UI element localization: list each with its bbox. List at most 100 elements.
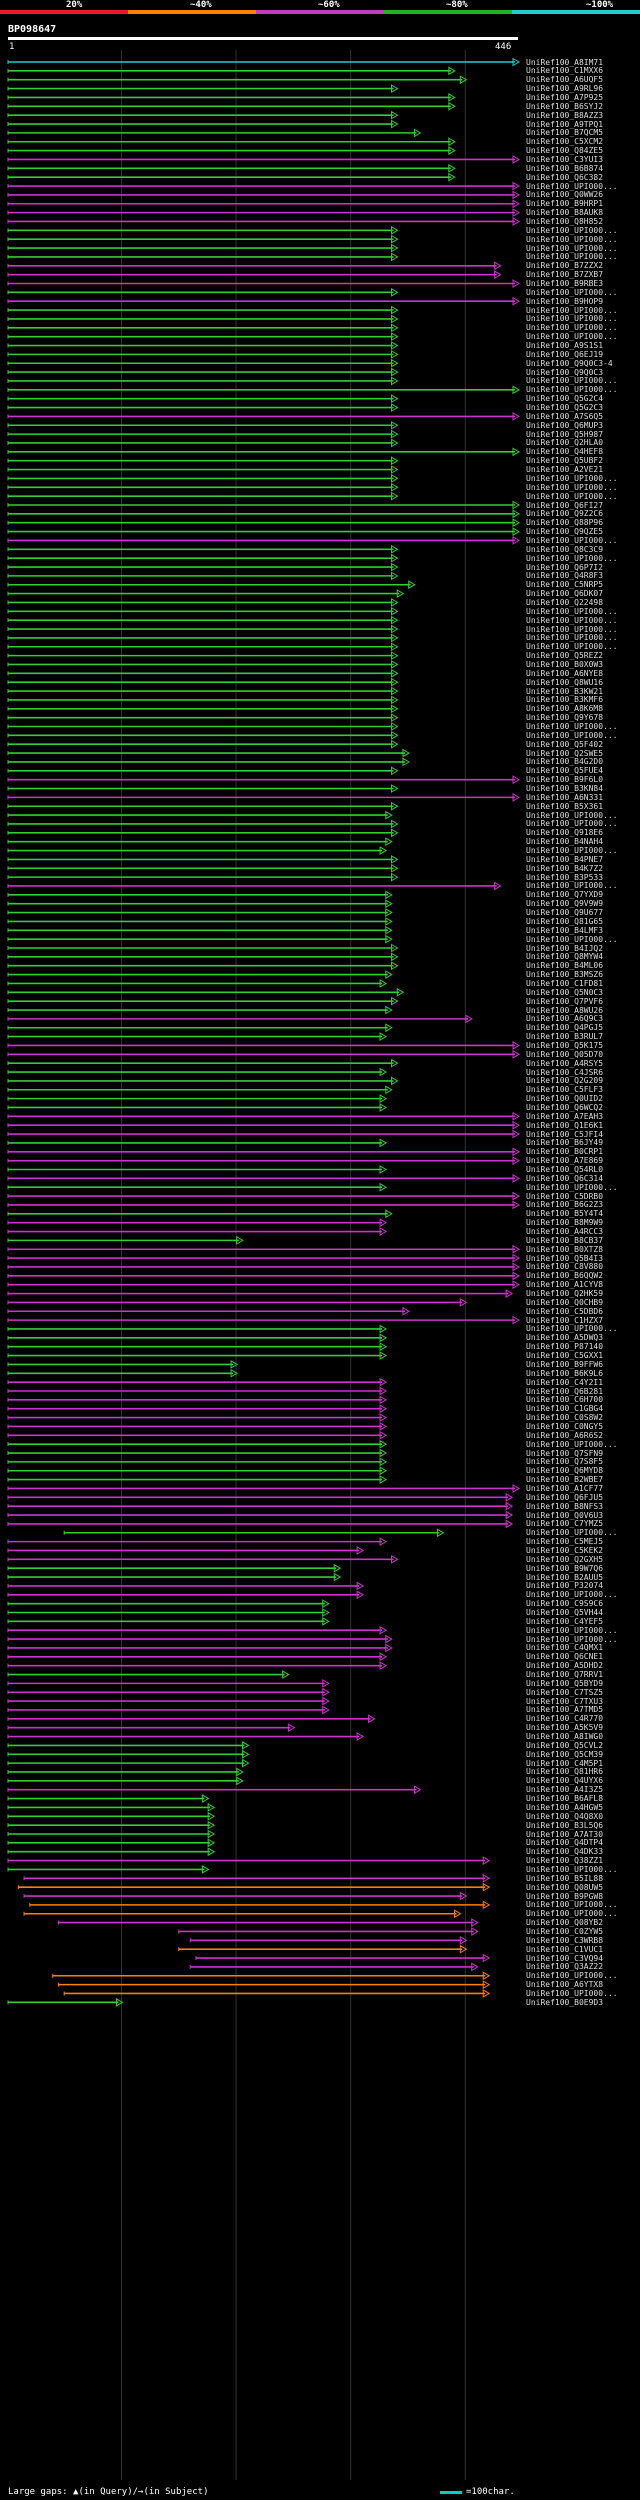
hit-label[interactable]: UniRef100_UPI000... xyxy=(526,1909,618,1919)
hit-label[interactable]: UniRef100_Q7SFN9 xyxy=(526,1448,604,1458)
hit-label[interactable]: UniRef100_A2VE21 xyxy=(526,465,604,475)
hit-label[interactable]: UniRef100_Q5UBF2 xyxy=(526,456,604,466)
hit-label[interactable]: UniRef100_B0X0W3 xyxy=(526,659,604,669)
hit-label[interactable]: UniRef100_Q4PGJ5 xyxy=(526,1023,604,1033)
hit-label[interactable]: UniRef100_Q5FUE4 xyxy=(526,766,604,776)
hit-label[interactable]: UniRef100_B3MSZ6 xyxy=(526,970,604,980)
hit-label[interactable]: UniRef100_B8AZZ3 xyxy=(526,110,604,120)
hit-label[interactable]: UniRef100_UPI000... xyxy=(526,1625,618,1635)
hit-label[interactable]: UniRef100_C5NRP5 xyxy=(526,580,604,590)
hit-label[interactable]: UniRef100_B6G2Z3 xyxy=(526,1200,604,1210)
hit-label[interactable]: UniRef100_UPI000... xyxy=(526,730,618,740)
hit-label[interactable]: UniRef100_A8WU26 xyxy=(526,1005,604,1015)
hit-label[interactable]: UniRef100_UPI000... xyxy=(526,491,618,501)
hit-label[interactable]: UniRef100_Q8MYW4 xyxy=(526,952,604,962)
hit-label[interactable]: UniRef100_Q2SWE5 xyxy=(526,748,604,758)
hit-label[interactable]: UniRef100_C1VUC1 xyxy=(526,1944,604,1954)
hit-label[interactable]: UniRef100_B4IJQ2 xyxy=(526,943,604,953)
hit-label[interactable]: UniRef100_Q5CM39 xyxy=(526,1749,604,1759)
hit-label[interactable]: UniRef100_Q9QZE5 xyxy=(526,527,604,537)
hit-label[interactable]: UniRef100_UPI000... xyxy=(526,1900,618,1910)
hit-label[interactable]: UniRef100_B8AUK8 xyxy=(526,208,604,218)
hit-label[interactable]: UniRef100_Q0V6U3 xyxy=(526,1510,604,1520)
hit-label[interactable]: UniRef100_UPI000... xyxy=(526,615,618,625)
hit-label[interactable]: UniRef100_UPI000... xyxy=(526,642,618,652)
hit-label[interactable]: UniRef100_Q6WCQ2 xyxy=(526,1102,604,1112)
hit-label[interactable]: UniRef100_B2WBE7 xyxy=(526,1475,604,1485)
hit-label[interactable]: UniRef100_UPI000... xyxy=(526,624,618,634)
hit-label[interactable]: UniRef100_UPI000... xyxy=(526,606,618,616)
hit-label[interactable]: UniRef100_C4M5P1 xyxy=(526,1758,604,1768)
hit-label[interactable]: UniRef100_Q5BYD9 xyxy=(526,1678,604,1688)
hit-label[interactable]: UniRef100_A6R6S2 xyxy=(526,1430,604,1440)
hit-label[interactable]: UniRef100_Q9V9W9 xyxy=(526,899,604,909)
hit-label[interactable]: UniRef100_Q81HR6 xyxy=(526,1767,604,1777)
hit-label[interactable]: UniRef100_P32074 xyxy=(526,1581,604,1591)
hit-label[interactable]: UniRef100_B6QQW2 xyxy=(526,1271,604,1281)
hit-label[interactable]: UniRef100_C5MEJ5 xyxy=(526,1537,604,1547)
hit-label[interactable]: UniRef100_Q6C314 xyxy=(526,1173,604,1183)
hit-label[interactable]: UniRef100_Q5G2C4 xyxy=(526,394,604,404)
hit-label[interactable]: UniRef100_Q0WW26 xyxy=(526,190,604,200)
hit-label[interactable]: UniRef100_UPI000... xyxy=(526,1864,618,1874)
hit-label[interactable]: UniRef100_B3KN84 xyxy=(526,784,604,794)
hit-label[interactable]: UniRef100_UPI000... xyxy=(526,234,618,244)
hit-label[interactable]: UniRef100_UPI000... xyxy=(526,1971,618,1981)
hit-label[interactable]: UniRef100_UPI000... xyxy=(526,934,618,944)
hit-label[interactable]: UniRef100_Q5N0C3 xyxy=(526,987,604,997)
hit-label[interactable]: UniRef100_UPI000... xyxy=(526,846,618,856)
hit-label[interactable]: UniRef100_B4K7Z2 xyxy=(526,863,604,873)
hit-label[interactable]: UniRef100_Q6CNE1 xyxy=(526,1652,604,1662)
hit-label[interactable]: UniRef100_C9S9C6 xyxy=(526,1599,604,1609)
hit-label[interactable]: UniRef100_Q9Q0C3-4 xyxy=(526,358,613,368)
hit-label[interactable]: UniRef100_B0XTZ8 xyxy=(526,1244,604,1254)
hit-label[interactable]: UniRef100_A8IWG0 xyxy=(526,1732,604,1742)
hit-label[interactable]: UniRef100_UPI000... xyxy=(526,633,618,643)
hit-label[interactable]: UniRef100_UPI000... xyxy=(526,323,618,333)
hit-label[interactable]: UniRef100_Q6FJU5 xyxy=(526,1492,604,1502)
hit-label[interactable]: UniRef100_UPI000... xyxy=(526,252,618,262)
hit-label[interactable]: UniRef100_Q5G2C3 xyxy=(526,403,604,413)
hit-label[interactable]: UniRef100_Q54RL0 xyxy=(526,1165,604,1174)
hit-label[interactable]: UniRef100_B3KW21 xyxy=(526,686,604,696)
hit-label[interactable]: UniRef100_C7YMZ5 xyxy=(526,1519,604,1529)
hit-label[interactable]: UniRef100_C5KEK2 xyxy=(526,1545,604,1555)
hit-label[interactable]: UniRef100_Q8H852 xyxy=(526,216,604,226)
hit-label[interactable]: UniRef100_Q5CVL2 xyxy=(526,1740,604,1750)
hit-label[interactable]: UniRef100_Q2HLA0 xyxy=(526,438,604,448)
hit-label[interactable]: UniRef100_Q6MYD8 xyxy=(526,1466,604,1476)
hit-label[interactable]: UniRef100_Q4R8F3 xyxy=(526,571,604,581)
hit-label[interactable]: UniRef100_UPI000... xyxy=(526,1182,618,1192)
hit-label[interactable]: UniRef100_C1HZX7 xyxy=(526,1315,604,1325)
hit-label[interactable]: UniRef100_A7S6Q5 xyxy=(526,411,604,421)
hit-label[interactable]: UniRef100_Q5K175 xyxy=(526,1040,604,1050)
hit-label[interactable]: UniRef100_UPI000... xyxy=(526,376,618,386)
hit-label[interactable]: UniRef100_UPI000... xyxy=(526,722,618,731)
hit-label[interactable]: UniRef100_C4Y2I1 xyxy=(526,1377,604,1387)
hit-label[interactable]: UniRef100_C1MXX6 xyxy=(526,66,604,76)
hit-label[interactable]: UniRef100_C0NGY5 xyxy=(526,1421,604,1431)
hit-label[interactable]: UniRef100_B3KMF6 xyxy=(526,695,604,705)
hit-label[interactable]: UniRef100_B7QCM5 xyxy=(526,128,604,138)
hit-label[interactable]: UniRef100_Q2GXH5 xyxy=(526,1554,604,1564)
hit-label[interactable]: UniRef100_C7TXU3 xyxy=(526,1696,604,1706)
hit-label[interactable]: UniRef100_UPI000... xyxy=(526,1324,618,1334)
hit-label[interactable]: UniRef100_UPI000... xyxy=(526,819,618,829)
hit-label[interactable]: UniRef100_C7TSZ5 xyxy=(526,1687,604,1697)
hit-label[interactable]: UniRef100_Q4Q8X0 xyxy=(526,1811,604,1821)
hit-label[interactable]: UniRef100_UPI000... xyxy=(526,1528,618,1538)
hit-label[interactable]: UniRef100_Q22498 xyxy=(526,597,604,607)
hit-label[interactable]: UniRef100_UPI000... xyxy=(526,553,618,563)
hit-label[interactable]: UniRef100_UPI000... xyxy=(526,1439,618,1449)
hit-label[interactable]: UniRef100_A7AT30 xyxy=(526,1829,604,1839)
hit-label[interactable]: UniRef100_B8NFS3 xyxy=(526,1501,604,1511)
hit-label[interactable]: UniRef100_A8K6M8 xyxy=(526,704,604,714)
hit-label[interactable]: UniRef100_B4G2D0 xyxy=(526,757,604,767)
hit-label[interactable]: UniRef100_Q8WU16 xyxy=(526,677,604,687)
hit-label[interactable]: UniRef100_P87140 xyxy=(526,1342,604,1352)
hit-label[interactable]: UniRef100_C3VQ94 xyxy=(526,1953,604,1963)
hit-label[interactable]: UniRef100_A5DWQ3 xyxy=(526,1333,604,1343)
hit-label[interactable]: UniRef100_A7E869 xyxy=(526,1156,604,1166)
hit-label[interactable]: UniRef100_C5FLF3 xyxy=(526,1085,604,1095)
hit-label[interactable]: UniRef100_Q84ZE5 xyxy=(526,146,604,156)
